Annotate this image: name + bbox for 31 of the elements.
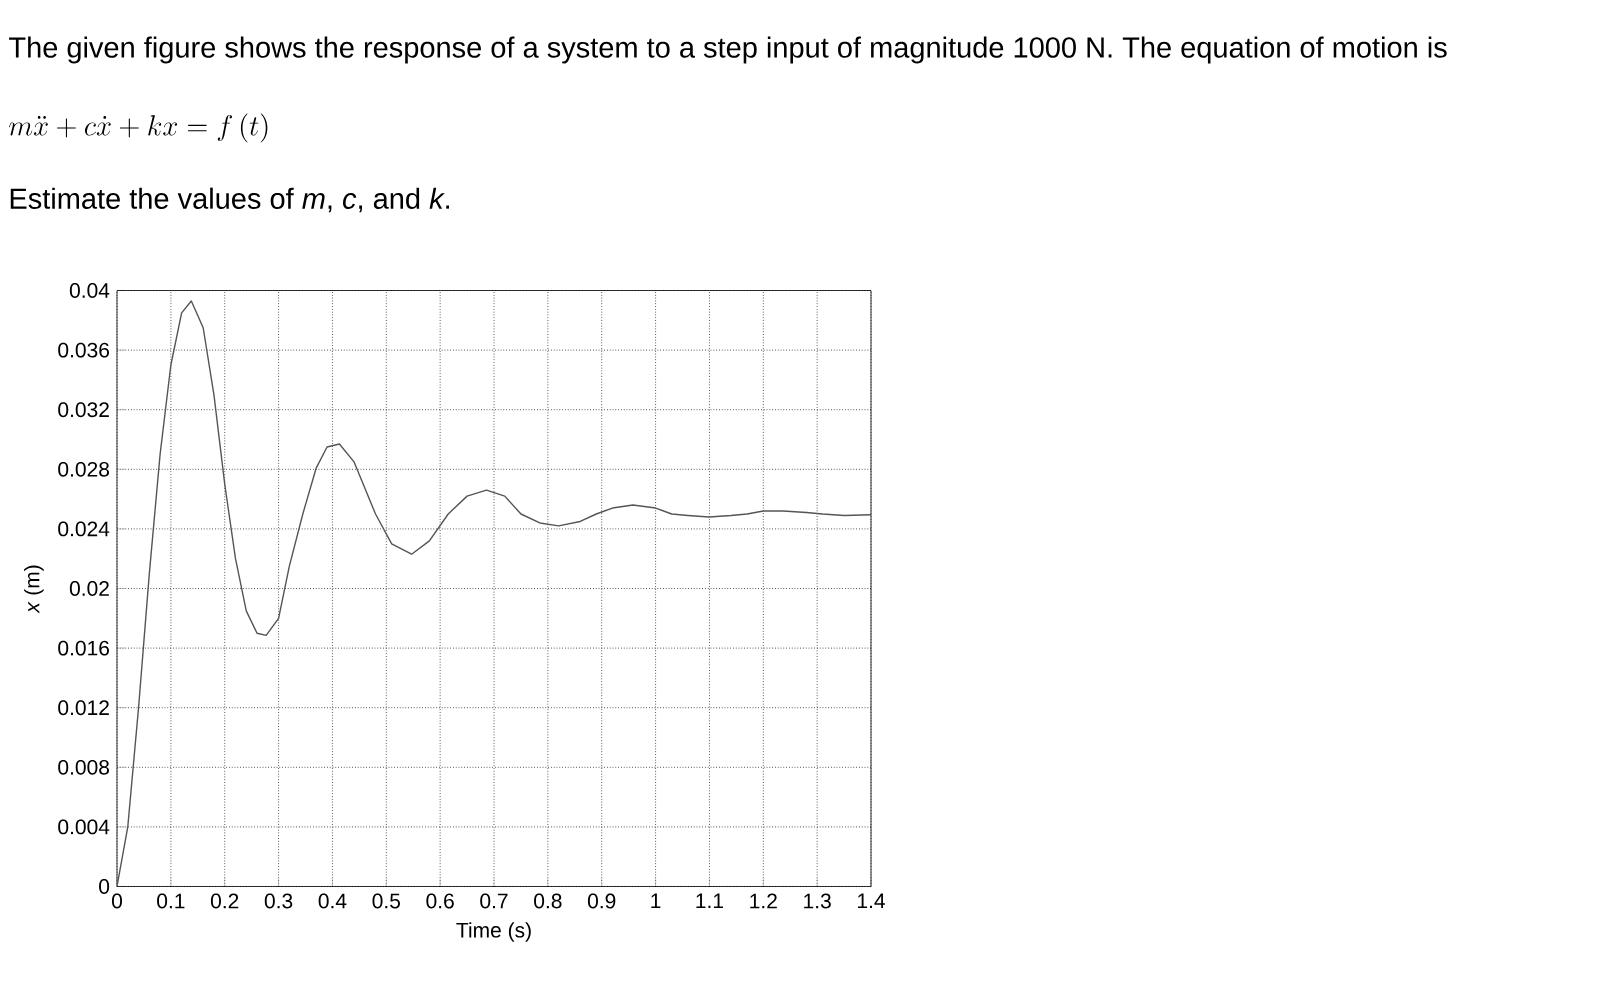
text: $m\ddot{x} + c\dot{x} + kx = f\,(t)$ (9, 113, 268, 143)
x-tick-label: 0.3 (264, 893, 293, 909)
x-tick-label: 1.3 (804, 893, 831, 909)
y-tick-label: 0.004 (58, 819, 110, 835)
y-tick-label: 0.008 (58, 759, 110, 775)
x-axis-title: Time (s) (456, 922, 531, 942)
y-tick-label: 0.032 (58, 402, 109, 418)
x-tick-label: 0.4 (318, 893, 347, 909)
y-axis-title: x (m) (24, 565, 44, 614)
y-tick-label: 0.024 (58, 521, 110, 537)
x-tick-label: 0.8 (534, 893, 562, 909)
y-tick-label: 0.02 (69, 581, 109, 596)
x-tick-label: 1.4 (858, 893, 885, 909)
y-tick-label: 0.04 (69, 283, 110, 298)
x-tick-label: 0.1 (157, 893, 185, 909)
x-tick-label: 0.5 (372, 893, 400, 909)
y-tick-label: 0.012 (58, 700, 109, 716)
x-tick-label: 0.7 (480, 893, 508, 909)
x-tick-label: 0 (111, 893, 123, 909)
chart-title: The given figure shows the response of a system to a step input of magnitude 1000 N. The equation of motion is (9, 36, 1447, 64)
text: Estimate the values of m, c, and k. (10, 187, 450, 213)
x-tick-label: 1.2 (750, 893, 777, 909)
y-tick-label: 0.036 (58, 342, 110, 358)
y-tick-label: 0 (99, 879, 110, 894)
x-tick-label: 1.1 (696, 893, 723, 909)
y-tick-label: 0.028 (58, 461, 110, 477)
x-tick-label: 0.6 (426, 893, 454, 909)
x-tick-label: 0.9 (587, 893, 616, 909)
x-tick-label: 1 (651, 893, 661, 909)
y-tick-label: 0.016 (58, 640, 110, 656)
x-tick-label: 0.2 (210, 893, 239, 909)
